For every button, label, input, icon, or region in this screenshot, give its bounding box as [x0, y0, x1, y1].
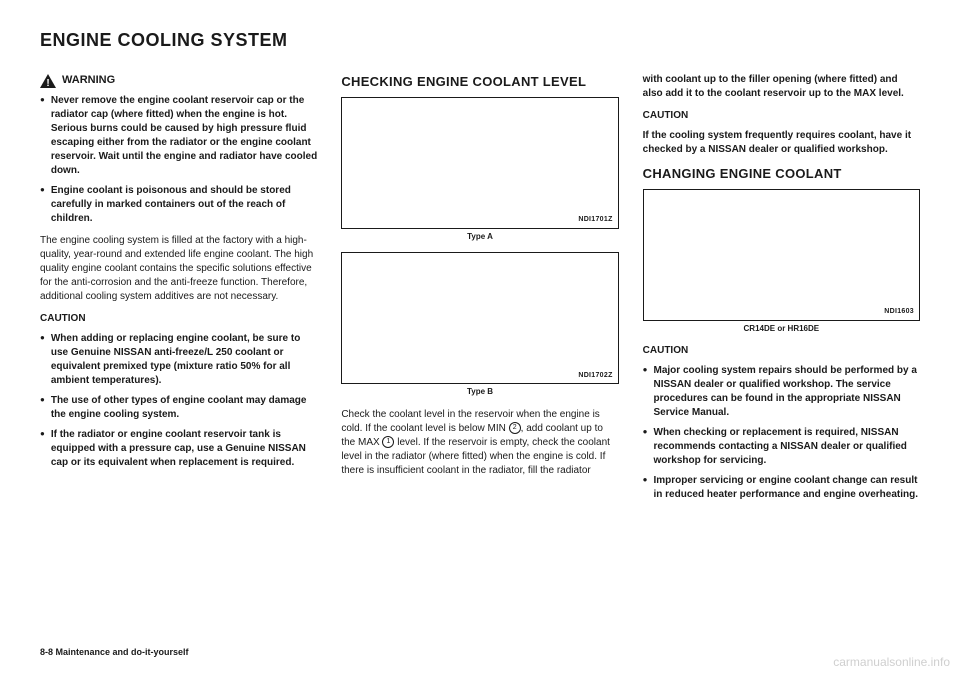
- column-1: ! WARNING Never remove the engine coolan…: [40, 73, 317, 510]
- figure-a: NDI1701Z: [341, 97, 618, 229]
- caution-bullet: Improper servicing or engine coolant cha…: [643, 474, 920, 502]
- caution-bullet: The use of other types of engine coolant…: [40, 394, 317, 422]
- section-heading: CHECKING ENGINE COOLANT LEVEL: [341, 73, 618, 91]
- figure-c: NDI1603: [643, 189, 920, 321]
- figure-caption: CR14DE or HR16DE: [643, 323, 920, 334]
- svg-text:!: !: [46, 78, 49, 88]
- caution-bullet-list: When adding or replacing engine coolant,…: [40, 332, 317, 470]
- caution-bullet: If the radiator or engine coolant reserv…: [40, 428, 317, 470]
- figure-code: NDI1701Z: [578, 215, 612, 225]
- column-2: CHECKING ENGINE COOLANT LEVEL NDI1701Z T…: [341, 73, 618, 510]
- circled-number: 2: [509, 422, 521, 434]
- page-footer: 8-8 Maintenance and do-it-yourself: [40, 647, 189, 657]
- body-paragraph: with coolant up to the filler opening (w…: [643, 73, 920, 101]
- warning-label: WARNING: [62, 73, 115, 88]
- caution-bullet: Major cooling system repairs should be p…: [643, 364, 920, 420]
- caution-bullet: When checking or replacement is required…: [643, 426, 920, 468]
- figure-code: NDI1603: [884, 307, 914, 317]
- warning-bullet-list: Never remove the engine coolant reservoi…: [40, 94, 317, 226]
- warning-icon: !: [40, 74, 56, 88]
- circled-number: 1: [382, 436, 394, 448]
- warning-heading: ! WARNING: [40, 73, 317, 88]
- columns: ! WARNING Never remove the engine coolan…: [40, 73, 920, 510]
- section-heading: CHANGING ENGINE COOLANT: [643, 165, 920, 183]
- figure-caption: Type B: [341, 386, 618, 397]
- caution-heading: CAUTION: [643, 344, 920, 358]
- watermark: carmanualsonline.info: [833, 655, 950, 669]
- caution-heading: CAUTION: [40, 312, 317, 326]
- figure-code: NDI1702Z: [578, 371, 612, 381]
- body-paragraph: The engine cooling system is filled at t…: [40, 234, 317, 304]
- caution-paragraph: If the cooling system frequently require…: [643, 129, 920, 157]
- body-paragraph: Check the coolant level in the reservoir…: [341, 408, 618, 478]
- warning-bullet: Never remove the engine coolant reservoi…: [40, 94, 317, 178]
- warning-bullet: Engine coolant is poisonous and should b…: [40, 184, 317, 226]
- figure-b: NDI1702Z: [341, 252, 618, 384]
- page-title: ENGINE COOLING SYSTEM: [40, 30, 920, 51]
- figure-caption: Type A: [341, 231, 618, 242]
- caution-heading: CAUTION: [643, 109, 920, 123]
- caution-bullet-list: Major cooling system repairs should be p…: [643, 364, 920, 502]
- page: ENGINE COOLING SYSTEM ! WARNING Never re…: [0, 0, 960, 677]
- column-3: with coolant up to the filler opening (w…: [643, 73, 920, 510]
- caution-bullet: When adding or replacing engine coolant,…: [40, 332, 317, 388]
